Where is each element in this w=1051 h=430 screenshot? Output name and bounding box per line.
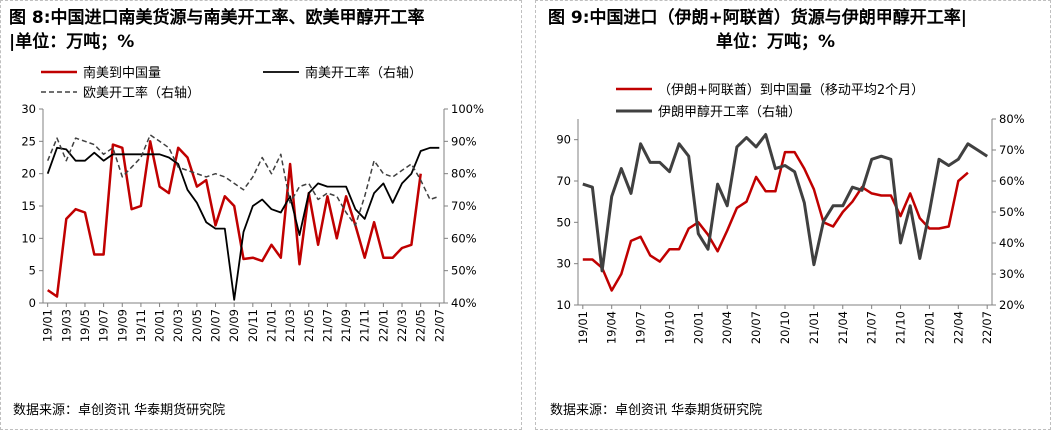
x-tick-label: 20/09 xyxy=(227,309,241,342)
x-tick-label: 22/03 xyxy=(395,309,409,342)
source-note: 数据来源：卓创资讯 华泰期货研究院 xyxy=(13,403,226,418)
chart-svg-right: 10 30 50 70 90 20% 30% 40% 50% 60% 70% 80% 19/01 19/0… xyxy=(556,82,1025,344)
x-tick-label: 22/07 xyxy=(980,311,994,344)
x-tick-label: 20/03 xyxy=(171,309,185,342)
y-right-tick-label: 100% xyxy=(451,102,484,116)
series-line xyxy=(46,146,440,301)
y-right-tick-label: 20% xyxy=(999,298,1025,312)
y-left-tick-label: 90 xyxy=(556,133,571,147)
x-tick-label: 21/01 xyxy=(264,309,278,342)
chart-title-line1: 图 9:中国进口（伊朗+阿联酋）货源与伊朗甲醇开工率| xyxy=(548,8,967,28)
x-tick-label: 21/04 xyxy=(836,311,850,344)
y-right-tick-label: 50% xyxy=(451,264,477,278)
y-right-tick-label: 60% xyxy=(451,231,477,245)
chart-panel-left: 图 8:中国进口南美货源与南美开工率、欧美甲醇开工率 |单位：万吨；% 0 5 10… xyxy=(0,0,522,430)
x-tick-label: 20/07 xyxy=(209,309,223,342)
y-left-tick-label: 30 xyxy=(21,102,36,116)
y-left-tick-label: 25 xyxy=(21,134,36,148)
y-left-tick-label: 50 xyxy=(556,215,571,229)
y-left-tick-label: 30 xyxy=(556,257,571,271)
series-line xyxy=(582,150,969,292)
y-right-tick-label: 70% xyxy=(451,199,477,213)
series-line xyxy=(47,134,440,227)
x-tick-label: 20/10 xyxy=(778,311,792,344)
y-right-tick-label: 50% xyxy=(999,205,1025,219)
legend-label: 南美到中国量 xyxy=(83,65,161,81)
x-tick-label: 19/07 xyxy=(97,309,111,342)
x-tick-label: 19/04 xyxy=(605,311,619,344)
x-tick-label: 20/05 xyxy=(190,309,204,342)
legend-label: （伊朗+阿联酋）到中国量（移动平均2个月） xyxy=(658,82,924,98)
x-tick-label: 22/01 xyxy=(376,309,390,342)
x-tick-label: 21/10 xyxy=(894,311,908,344)
x-tick-label: 19/01 xyxy=(576,311,590,344)
x-tick-label: 22/04 xyxy=(951,311,965,344)
y-left-tick-label: 20 xyxy=(21,167,36,181)
y-right-tick-label: 70% xyxy=(999,143,1025,157)
x-tick-label: 21/09 xyxy=(339,309,353,342)
y-left-tick-label: 0 xyxy=(29,296,36,310)
x-tick-label: 19/01 xyxy=(41,309,55,342)
y-left-tick-label: 5 xyxy=(29,264,36,278)
x-tick-label: 19/07 xyxy=(634,311,648,344)
x-tick-label: 19/11 xyxy=(134,309,148,342)
y-right-tick-label: 80% xyxy=(999,112,1025,126)
x-tick-label: 19/10 xyxy=(662,311,676,344)
x-tick-label: 20/01 xyxy=(153,309,167,342)
y-left-tick-label: 15 xyxy=(21,199,36,213)
x-tick-label: 20/01 xyxy=(691,311,705,344)
x-tick-label: 19/05 xyxy=(78,309,92,342)
chart-title-line2: |单位：万吨；% xyxy=(9,32,135,52)
y-left-tick-label: 10 xyxy=(556,298,571,312)
chart-title-line1: 图 8:中国进口南美货源与南美开工率、欧美甲醇开工率 xyxy=(9,8,425,28)
series-line xyxy=(582,133,989,273)
x-tick-label: 21/07 xyxy=(865,311,879,344)
x-tick-label: 19/09 xyxy=(115,309,129,342)
x-tick-label: 21/03 xyxy=(283,309,297,342)
legend-label: 欧美开工率（右轴） xyxy=(83,85,200,101)
legend-label: 伊朗甲醇开工率（右轴） xyxy=(658,104,801,120)
x-tick-label: 20/07 xyxy=(749,311,763,344)
x-tick-label: 22/05 xyxy=(414,309,428,342)
x-tick-label: 19/03 xyxy=(59,309,73,342)
y-right-tick-label: 40% xyxy=(999,236,1025,250)
x-tick-label: 21/07 xyxy=(320,309,334,342)
series-line xyxy=(46,140,422,298)
y-right-tick-label: 40% xyxy=(451,296,477,310)
chart-svg-left: 0 5 10 15 20 25 30 40% 50% 60% 70% 80% 90% 100% 19/01 1… xyxy=(21,65,484,342)
x-tick-label: 21/05 xyxy=(302,309,316,342)
x-tick-label: 22/01 xyxy=(922,311,936,344)
chart-title-line2: 单位：万吨；% xyxy=(716,32,836,52)
x-tick-label: 21/01 xyxy=(807,311,821,344)
y-right-tick-label: 90% xyxy=(451,134,477,148)
x-tick-label: 22/07 xyxy=(432,309,446,342)
y-right-tick-label: 80% xyxy=(451,167,477,181)
x-tick-label: 20/11 xyxy=(246,309,260,342)
legend-label: 南美开工率（右轴） xyxy=(305,65,422,81)
y-right-tick-label: 60% xyxy=(999,174,1025,188)
x-tick-label: 20/04 xyxy=(720,311,734,344)
y-left-tick-label: 10 xyxy=(21,231,36,245)
y-right-tick-label: 30% xyxy=(999,267,1025,281)
y-left-tick-label: 70 xyxy=(556,174,571,188)
chart-panel-right: 图 9:中国进口（伊朗+阿联酋）货源与伊朗甲醇开工率| 单位：万吨；% 10 30… xyxy=(535,0,1051,430)
x-tick-label: 21/11 xyxy=(358,309,372,342)
source-note: 数据来源：卓创资讯 华泰期货研究院 xyxy=(550,403,763,418)
